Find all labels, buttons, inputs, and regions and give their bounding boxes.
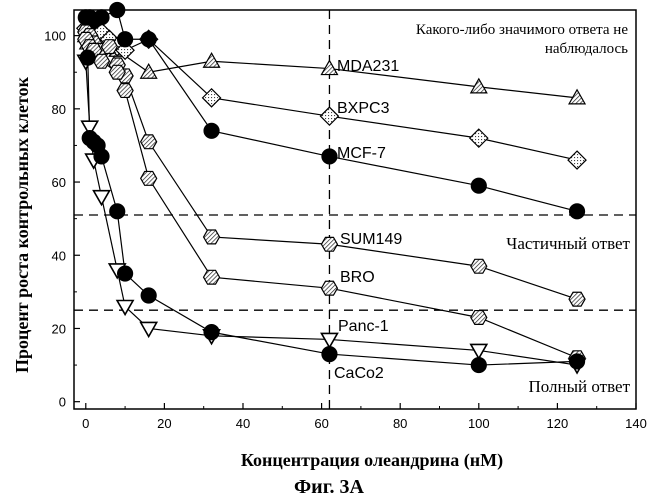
data-point-sum149-11: [569, 292, 585, 306]
label-bro: BRO: [340, 269, 375, 286]
y-tick-label-80: 80: [52, 102, 66, 117]
data-point-mcf7-9: [471, 178, 486, 193]
data-point-mda231-8: [321, 61, 337, 75]
data-point-bro-5: [117, 84, 133, 98]
data-point-mcf7-10: [570, 204, 585, 219]
series-line-caco2: [88, 58, 577, 365]
data-point-caco2-9: [322, 347, 337, 362]
data-point-sum149-7: [141, 135, 157, 149]
data-point-sum149-10: [471, 259, 487, 273]
data-point-mcf7-6: [141, 32, 156, 47]
data-point-caco2-6: [118, 266, 133, 281]
figure-caption: Фиг. 3А: [294, 476, 365, 498]
data-point-bro-8: [321, 281, 337, 295]
data-point-bro-4: [109, 65, 125, 79]
label-sum149: SUM149: [340, 231, 402, 248]
data-point-bro-6: [141, 171, 157, 185]
data-point-caco2-8: [204, 325, 219, 340]
data-point-mda231-7: [204, 53, 220, 67]
x-tick-label-0: 0: [82, 416, 89, 431]
data-point-bro-7: [204, 270, 220, 284]
data-point-sum149-4: [101, 40, 117, 54]
data-point-caco2-10: [471, 358, 486, 373]
annotation-complete-response: Полный ответ: [528, 377, 630, 396]
x-tick-label-80: 80: [393, 416, 407, 431]
series-line-panc1: [86, 61, 577, 365]
data-point-caco2-4: [94, 149, 109, 164]
x-tick-label-120: 120: [547, 416, 569, 431]
label-mcf7: MCF-7: [337, 145, 386, 162]
data-point-bro-3: [94, 54, 110, 68]
data-point-caco2-7: [141, 288, 156, 303]
series-line-bxpc3: [86, 28, 577, 160]
x-axis-title: Концентрация олеандрина (нМ): [241, 450, 503, 471]
data-point-sum149-9: [321, 237, 337, 251]
x-tick-label-40: 40: [236, 416, 250, 431]
label-mda231: MDA231: [337, 58, 399, 75]
x-tick-label-60: 60: [314, 416, 328, 431]
label-panc1: Panc-1: [338, 318, 389, 335]
y-tick-label-100: 100: [44, 29, 66, 44]
x-tick-label-100: 100: [468, 416, 490, 431]
data-point-caco2-11: [570, 354, 585, 369]
y-tick-label-60: 60: [52, 175, 66, 190]
y-tick-label-40: 40: [52, 248, 66, 263]
data-point-bxpc3-10: [470, 129, 488, 147]
data-point-mcf7-5: [118, 32, 133, 47]
annotation-no-response-line2: наблюдалось: [545, 41, 628, 57]
x-tick-label-20: 20: [157, 416, 171, 431]
y-tick-label-20: 20: [52, 321, 66, 336]
data-point-mcf7-7: [204, 123, 219, 138]
data-point-caco2-0: [80, 50, 95, 65]
data-point-mcf7-8: [322, 149, 337, 164]
annotation-no-response-line1: Какого-либо значимого ответа не: [416, 22, 628, 38]
data-markers: [77, 3, 586, 374]
data-point-panc1-3: [94, 191, 110, 205]
annotation-partial-response: Частичный ответ: [506, 234, 630, 253]
data-point-bxpc3-11: [568, 151, 586, 169]
data-point-sum149-8: [204, 230, 220, 244]
data-point-bro-9: [471, 311, 487, 325]
label-bxpc3: BXPC3: [337, 100, 390, 117]
data-point-caco2-5: [110, 204, 125, 219]
data-point-bxpc3-9: [320, 107, 338, 125]
y-tick-label-0: 0: [59, 395, 66, 410]
data-point-mcf7-3: [94, 10, 109, 25]
y-axis-title: Процент роста контрольных клеток: [12, 76, 32, 373]
x-tick-label-140: 140: [625, 416, 647, 431]
label-caco2: CaCo2: [334, 365, 384, 382]
